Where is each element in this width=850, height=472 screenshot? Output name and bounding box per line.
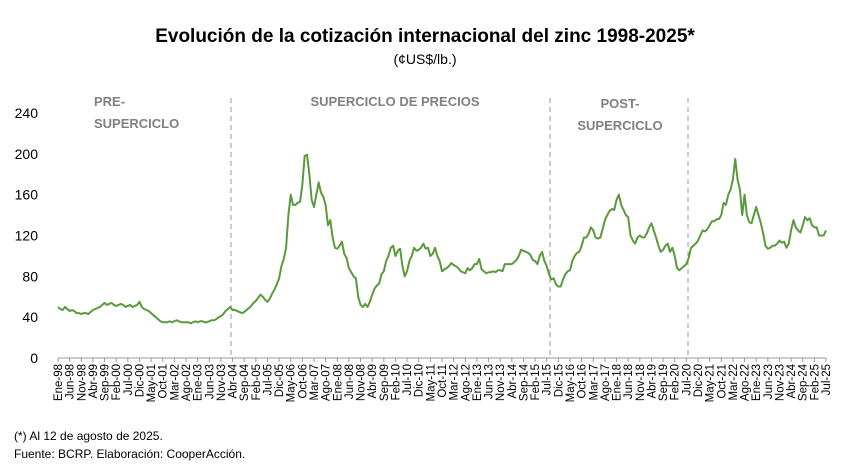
x-tick-label: Feb-15	[530, 364, 542, 400]
x-tick-label: Abr-09	[367, 364, 379, 399]
period-label: SUPERCICLO DE PRECIOS	[310, 94, 479, 109]
x-tick-label: Feb-20	[670, 364, 682, 400]
x-tick-label: Jun-08	[344, 364, 356, 399]
x-tick-label: May-06	[286, 364, 298, 402]
y-tick-label: 0	[30, 350, 38, 366]
x-tick-label: May-16	[565, 364, 577, 402]
period-label: SUPERCICLO	[577, 118, 662, 133]
x-tick-label: Dic-15	[553, 364, 565, 397]
x-tick-label: Nov-98	[76, 364, 88, 401]
x-tick-label: Ene-18	[612, 364, 624, 401]
x-tick-label: Jun-13	[484, 364, 496, 399]
x-tick-label: Dic-05	[274, 364, 286, 397]
y-tick-label: 160	[15, 187, 39, 203]
x-tick-label: Mar-12	[449, 364, 461, 400]
x-tick-label: Feb-25	[809, 364, 821, 400]
period-label: PRE-	[94, 94, 125, 109]
x-tick-label: Jun-23	[763, 364, 775, 399]
x-tick-label: Nov-23	[774, 364, 786, 401]
x-tick-label: Ago-17	[600, 364, 612, 401]
x-tick-label: Ene-13	[472, 364, 484, 401]
x-tick-label: May-11	[425, 364, 437, 402]
x-tick-label: Abr-99	[88, 364, 100, 399]
x-tick-label: Feb-05	[251, 364, 263, 400]
x-tick-label: Sep-04	[239, 363, 251, 401]
x-tick-label: Abr-19	[646, 364, 658, 399]
y-tick-label: 120	[15, 228, 39, 244]
x-tick-label: Ago-02	[181, 364, 193, 401]
y-tick-label: 200	[15, 146, 39, 162]
x-tick-label: Oct-16	[577, 364, 589, 399]
x-tick-label: Jul-10	[402, 364, 414, 395]
x-tick-label: Abr-24	[786, 363, 798, 398]
x-tick-label: Nov-03	[216, 364, 228, 401]
x-tick-label: Oct-06	[297, 364, 309, 399]
chart-title: Evolución de la cotización internacional…	[155, 26, 695, 47]
x-tick-label: Sep-24	[798, 363, 810, 401]
x-tick-label: Sep-99	[100, 364, 112, 401]
x-tick-label: Oct-01	[158, 364, 170, 399]
x-tick-label: Mar-02	[169, 364, 181, 400]
x-tick-label: Jul-25	[821, 364, 833, 395]
y-tick-label: 40	[22, 309, 38, 325]
x-tick-label: Dic-20	[693, 364, 705, 397]
x-tick-label: Jul-00	[123, 364, 135, 395]
footnote: (*) Al 12 de agosto de 2025.	[14, 429, 163, 443]
x-tick-label: Mar-22	[728, 364, 740, 400]
y-tick-label: 80	[22, 268, 38, 284]
x-tick-label: Mar-17	[588, 364, 600, 400]
x-tick-label: May-01	[146, 364, 158, 402]
x-tick-label: Jun-18	[623, 364, 635, 399]
x-tick-label: Jul-15	[542, 364, 554, 395]
x-tick-label: Nov-08	[356, 364, 368, 401]
x-tick-label: Ago-12	[460, 364, 472, 401]
x-tick-label: Dic-10	[414, 364, 426, 397]
x-tick-label: Sep-14	[518, 363, 530, 401]
x-tick-label: Ene-23	[751, 364, 763, 401]
x-tick-label: Sep-19	[658, 364, 670, 401]
x-tick-label: Ago-22	[740, 364, 752, 401]
x-tick-label: Oct-11	[437, 364, 449, 398]
x-tick-label: Nov-13	[495, 364, 507, 401]
y-tick-label: 240	[15, 105, 39, 121]
x-tick-label: Jun-03	[204, 364, 216, 399]
x-tick-label: Abr-04	[228, 363, 240, 398]
x-tick-label: Jul-05	[262, 364, 274, 395]
x-tick-label: Sep-09	[379, 364, 391, 401]
period-label: SUPERCICLO	[94, 116, 179, 131]
x-tick-label: Feb-10	[390, 364, 402, 400]
x-tick-label: Ene-98	[53, 364, 65, 401]
period-label: POST-	[600, 96, 639, 111]
x-tick-label: Abr-14	[507, 363, 519, 398]
x-tick-label: Ene-08	[332, 364, 344, 401]
x-tick-label: Oct-21	[716, 364, 728, 399]
x-tick-label: Jul-20	[681, 364, 693, 395]
x-tick-label: Nov-18	[635, 364, 647, 401]
x-tick-label: Feb-00	[111, 364, 123, 400]
source-note: Fuente: BCRP. Elaboración: CooperAcción.	[14, 447, 245, 461]
x-tick-label: Jun-98	[65, 364, 77, 399]
x-tick-label: May-21	[705, 364, 717, 402]
x-tick-label: Ago-07	[321, 364, 333, 401]
chart-subtitle: (¢US$/lb.)	[393, 51, 456, 67]
x-tick-label: Dic-00	[134, 364, 146, 397]
x-tick-label: Mar-07	[309, 364, 321, 400]
x-tick-label: Ene-03	[193, 364, 205, 401]
price-line	[57, 153, 827, 325]
